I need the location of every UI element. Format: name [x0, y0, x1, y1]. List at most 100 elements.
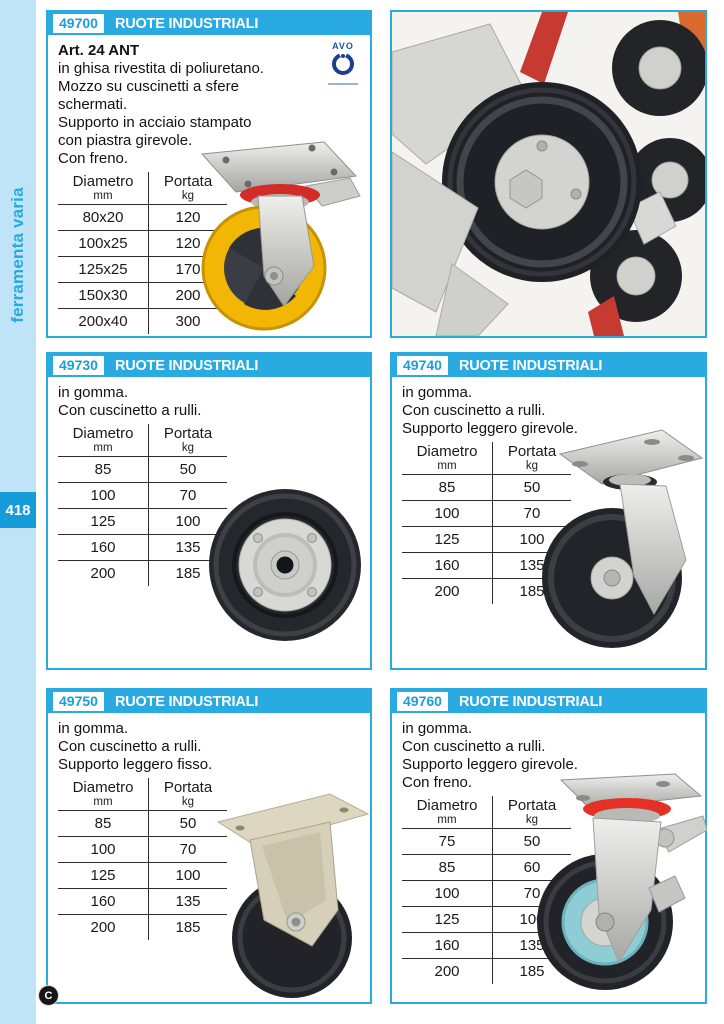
product-code: 49750 [53, 692, 104, 711]
spec-row: 200 185 [58, 560, 227, 586]
avo-logo-text: AVO [332, 41, 354, 51]
description-line: in ghisa rivestita di poliuretano. [58, 60, 264, 77]
spec-cell: 185 [519, 583, 545, 600]
spec-cell: 50 [492, 828, 571, 855]
description-line: Con cuscinetto a rulli. [402, 738, 546, 755]
spec-row: 160 135 [58, 888, 227, 915]
spec-row: 85 50 [58, 810, 227, 837]
description-line: Supporto leggero fisso. [58, 756, 213, 773]
spec-units-row: mm kg [402, 814, 571, 829]
spec-cell: 100 [148, 508, 227, 535]
spec-cell: 50 [148, 456, 227, 483]
product-code: 49700 [53, 14, 104, 33]
spec-header-row: Diametro Portata [58, 424, 227, 442]
brake-shoe [648, 875, 686, 913]
product-panel-49740: 49740 RUOTE INDUSTRIALI in gomma. Con cus… [390, 352, 707, 670]
spec-cell: 125 [402, 906, 493, 933]
description-line: Supporto leggero girevole. [402, 420, 578, 437]
spec-cell: 185 [175, 919, 201, 936]
category-vertical-label: ferramenta varia [8, 187, 27, 323]
spec-units-row: mm kg [58, 190, 227, 205]
spec-header-row: Diametro Portata [58, 172, 227, 190]
product-description: in gomma. Con cuscinetto a rulli. Supporto… [392, 713, 705, 792]
spec-cell: 70 [148, 836, 227, 863]
spec-cell: 160 [58, 888, 149, 915]
spec-cell: 125 [58, 862, 149, 889]
spec-table-head: Diametro Portata mm kg [402, 442, 571, 475]
caster-photo-brake [537, 773, 707, 990]
spec-table-body: 85 50 100 70 125 100 160 135 200 185 [402, 474, 571, 604]
spec-cell: 200 [58, 914, 149, 940]
unit-kg: kg [148, 442, 227, 457]
description-line: Supporto leggero girevole. [402, 756, 578, 773]
category-label: RUOTE INDUSTRIALI [114, 693, 259, 710]
product-panel-49730: 49730 RUOTE INDUSTRIALI in gomma. Con cus… [46, 352, 372, 670]
description-line: con piastra girevole. [58, 132, 193, 149]
spec-row: 85 60 [402, 854, 571, 881]
page-number-badge: 418 [0, 492, 36, 528]
col-diametro: Diametro [58, 172, 149, 190]
spec-cell: 100 [402, 500, 493, 527]
spec-cell: 185 [519, 963, 545, 980]
unit-kg: kg [148, 796, 227, 811]
product-description: Art. 24 ANT in ghisa rivestita di poliur… [48, 35, 370, 168]
avo-logo-subtext [328, 83, 358, 85]
product-description: in gomma. Con cuscinetto a rulli. [48, 377, 370, 420]
description-line: in gomma. [58, 720, 129, 737]
caster-photo-fixed [216, 793, 370, 998]
description-line: in gomma. [402, 720, 473, 737]
category-sidebar: ferramenta varia 418 [0, 0, 36, 1024]
top-plate [558, 429, 704, 485]
spec-cell: 160 [402, 932, 493, 959]
category-label: RUOTE INDUSTRIALI [114, 15, 259, 32]
spec-table-body: 85 50 100 70 125 100 160 135 200 185 [58, 810, 227, 940]
spec-row: 100 70 [402, 500, 571, 527]
unit-mm: mm [58, 190, 149, 205]
description-line: Con freno. [402, 774, 473, 791]
spec-cell: 80x20 [58, 204, 149, 231]
spec-cell: 100 [58, 482, 149, 509]
wheel-photo-rubber [209, 489, 361, 641]
col-portata: Portata [163, 173, 213, 190]
spec-cell: 85 [58, 810, 149, 837]
product-code: 49760 [397, 692, 448, 711]
copyright-icon: C [39, 986, 58, 1005]
category-label: RUOTE INDUSTRIALI [458, 357, 603, 374]
spec-cell: 200 [402, 578, 493, 604]
spec-cell: 75 [402, 828, 493, 855]
description-lines: in ghisa rivestita di poliuretano. Mozzo … [58, 60, 362, 168]
spec-cell: 120 [148, 204, 227, 231]
spec-table-body: 85 50 100 70 125 100 160 135 200 185 [58, 456, 227, 586]
red-strap [520, 12, 568, 84]
spec-row: 100 70 [58, 482, 227, 509]
description-line: Con cuscinetto a rulli. [58, 402, 202, 419]
spec-cell: 100 [402, 880, 493, 907]
description-line: in gomma. [402, 384, 473, 401]
description-line: Con freno. [58, 150, 129, 167]
article-title: Art. 24 ANT [58, 42, 140, 59]
caster-photo-swivel [542, 429, 704, 648]
spec-table-head: Diametro Portata mm kg [58, 778, 227, 811]
panel-header: 49730 RUOTE INDUSTRIALI [48, 354, 370, 377]
spec-row: 125 100 [402, 906, 571, 933]
description-line: Supporto in acciaio stampato [58, 114, 252, 131]
spec-cell: 200 [58, 560, 149, 586]
avo-logo: AVO [325, 42, 361, 85]
spec-cell: 200x40 [58, 308, 149, 334]
spec-cell: 300 [175, 313, 201, 330]
spec-header-row: Diametro Portata [58, 778, 227, 796]
spec-table-body: 75 50 85 60 100 70 125 100 160 135 200 185 [402, 828, 571, 984]
spec-cell: 70 [148, 482, 227, 509]
spec-row: 200 185 [58, 914, 227, 940]
spec-row: 85 50 [402, 474, 571, 501]
col-diametro: Diametro [402, 442, 493, 460]
description-line: in gomma. [58, 384, 129, 401]
panel-header: 49740 RUOTE INDUSTRIALI [392, 354, 705, 377]
spec-cell: 125x25 [58, 256, 149, 283]
col-portata: Portata [507, 797, 557, 814]
spec-cell: 160 [402, 552, 493, 579]
panel-header: 49760 RUOTE INDUSTRIALI [392, 690, 705, 713]
product-code: 49740 [397, 356, 448, 375]
spec-row: 125 100 [58, 862, 227, 889]
hex-bolt [509, 169, 543, 209]
